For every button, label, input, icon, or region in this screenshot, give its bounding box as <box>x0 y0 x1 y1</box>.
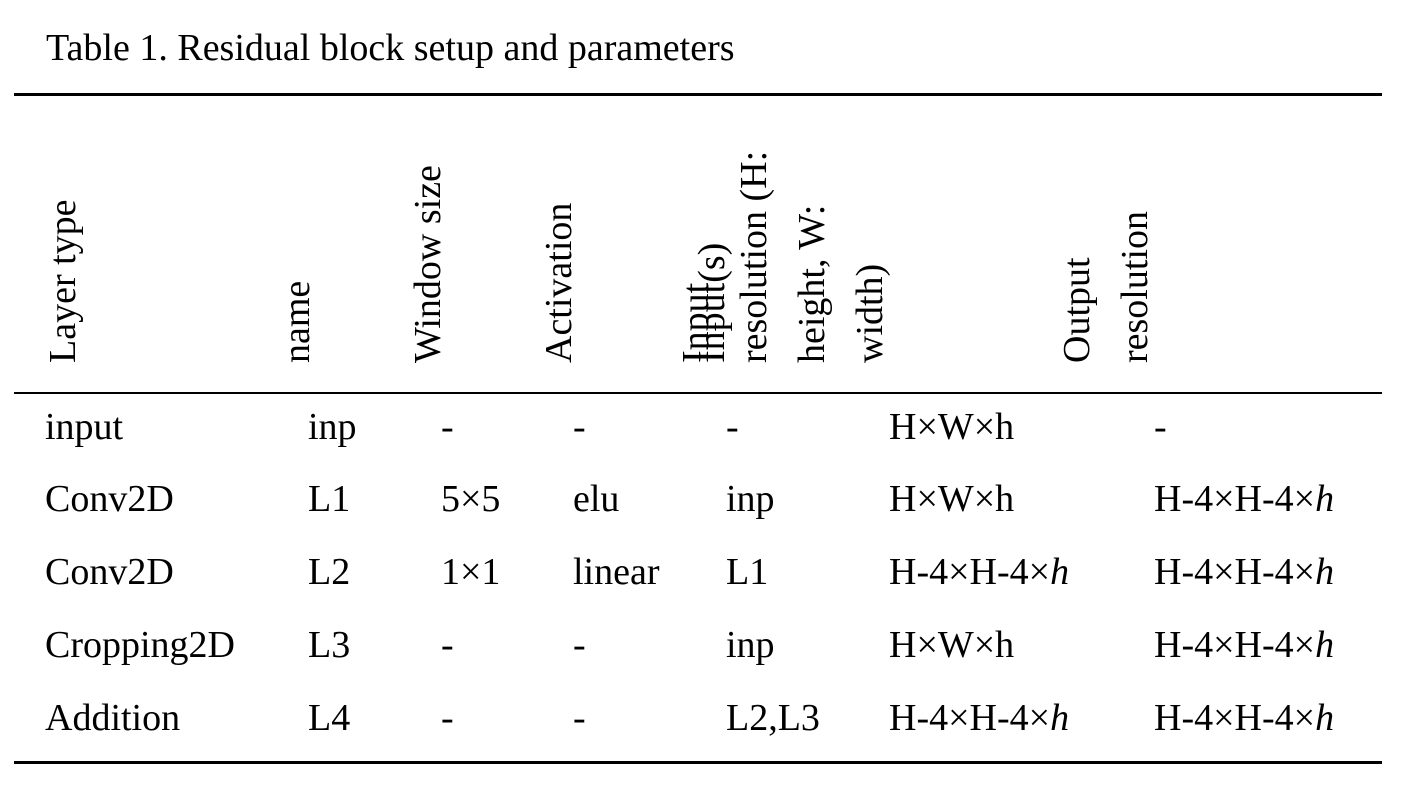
cell-activation: - <box>573 624 586 666</box>
header-line: Window size <box>407 165 449 363</box>
resolution-italic: h <box>1050 697 1070 739</box>
cell-layer-type: Addition <box>45 697 181 739</box>
cell-inputs: inp <box>726 478 775 520</box>
cell-layer-type: Conv2D <box>45 478 174 520</box>
table-row: Addition L4 - - L2,L3 H-4×H-4×h H-4×H-4×… <box>0 688 1415 748</box>
header-line: Activation <box>538 202 580 363</box>
cell-output-resolution: H-4×H-4×h <box>1154 542 1334 602</box>
header-line: resolution (H: <box>733 150 775 363</box>
cell-layer-type: Conv2D <box>45 551 174 593</box>
header-line: name <box>276 280 318 363</box>
cell-activation: - <box>573 406 586 448</box>
resolution-text: H-4×H-4× <box>889 551 1051 593</box>
resolution-text: H-4×H-4× <box>889 697 1051 739</box>
resolution-text: H-4×H-4× <box>1154 551 1316 593</box>
cell-output-resolution: H-4×H-4×h <box>1154 688 1334 748</box>
table-row: Conv2D L2 1×1 linear L1 H-4×H-4×h H-4×H-… <box>0 542 1415 602</box>
cell-name: L3 <box>308 624 351 666</box>
cell-input-resolution: H-4×H-4×h <box>889 688 1069 748</box>
cell-inputs: L1 <box>726 551 769 593</box>
table-bottom-rule <box>14 761 1382 764</box>
header-line: Input <box>675 282 717 363</box>
resolution-italic: h <box>1315 478 1335 520</box>
cell-layer-type: input <box>45 406 124 448</box>
cell-name: L1 <box>308 478 351 520</box>
cell-inputs: L2,L3 <box>726 697 820 739</box>
cell-inputs: - <box>726 406 739 448</box>
resolution-text: H-4×H-4× <box>1154 624 1316 666</box>
cell-output-resolution: - <box>1154 406 1167 448</box>
cell-output-resolution: H-4×H-4×h <box>1154 469 1334 529</box>
table-header-rule <box>14 392 1382 394</box>
resolution-italic: h <box>1050 551 1070 593</box>
cell-input-resolution: H×W×h <box>889 478 1015 520</box>
cell-input-resolution: H-4×H-4×h <box>889 542 1069 602</box>
cell-input-resolution: H×W×h <box>889 624 1015 666</box>
cell-window-size: - <box>441 697 454 739</box>
cell-output-resolution: H-4×H-4×h <box>1154 615 1334 675</box>
table-caption: Table 1. Residual block setup and parame… <box>46 27 735 69</box>
cell-window-size: - <box>441 406 454 448</box>
table-row: input inp - - - H×W×h - <box>0 397 1415 457</box>
cell-inputs: inp <box>726 624 775 666</box>
table-top-rule <box>14 93 1382 96</box>
header-line: resolution <box>1114 211 1156 363</box>
cell-window-size: 5×5 <box>441 478 501 520</box>
resolution-italic: h <box>1315 551 1335 593</box>
cell-activation: - <box>573 697 586 739</box>
header-line: Layer type <box>42 199 84 363</box>
resolution-text: H-4×H-4× <box>1154 478 1316 520</box>
cell-activation: linear <box>573 551 660 593</box>
table-row: Conv2D L1 5×5 elu inp H×W×h H-4×H-4×h <box>0 469 1415 529</box>
cell-layer-type: Cropping2D <box>45 624 235 666</box>
resolution-italic: h <box>1315 697 1335 739</box>
cell-activation: elu <box>573 478 620 520</box>
header-line: width) <box>849 263 891 363</box>
resolution-text: H-4×H-4× <box>1154 697 1316 739</box>
table-row: Cropping2D L3 - - inp H×W×h H-4×H-4×h <box>0 615 1415 675</box>
cell-window-size: 1×1 <box>441 551 501 593</box>
cell-name: L2 <box>308 551 351 593</box>
cell-input-resolution: H×W×h <box>889 406 1015 448</box>
cell-name: inp <box>308 406 357 448</box>
resolution-italic: h <box>1315 624 1335 666</box>
header-line: height, W: <box>791 204 833 363</box>
header-line: Output <box>1056 257 1098 363</box>
cell-name: L4 <box>308 697 351 739</box>
cell-window-size: - <box>441 624 454 666</box>
